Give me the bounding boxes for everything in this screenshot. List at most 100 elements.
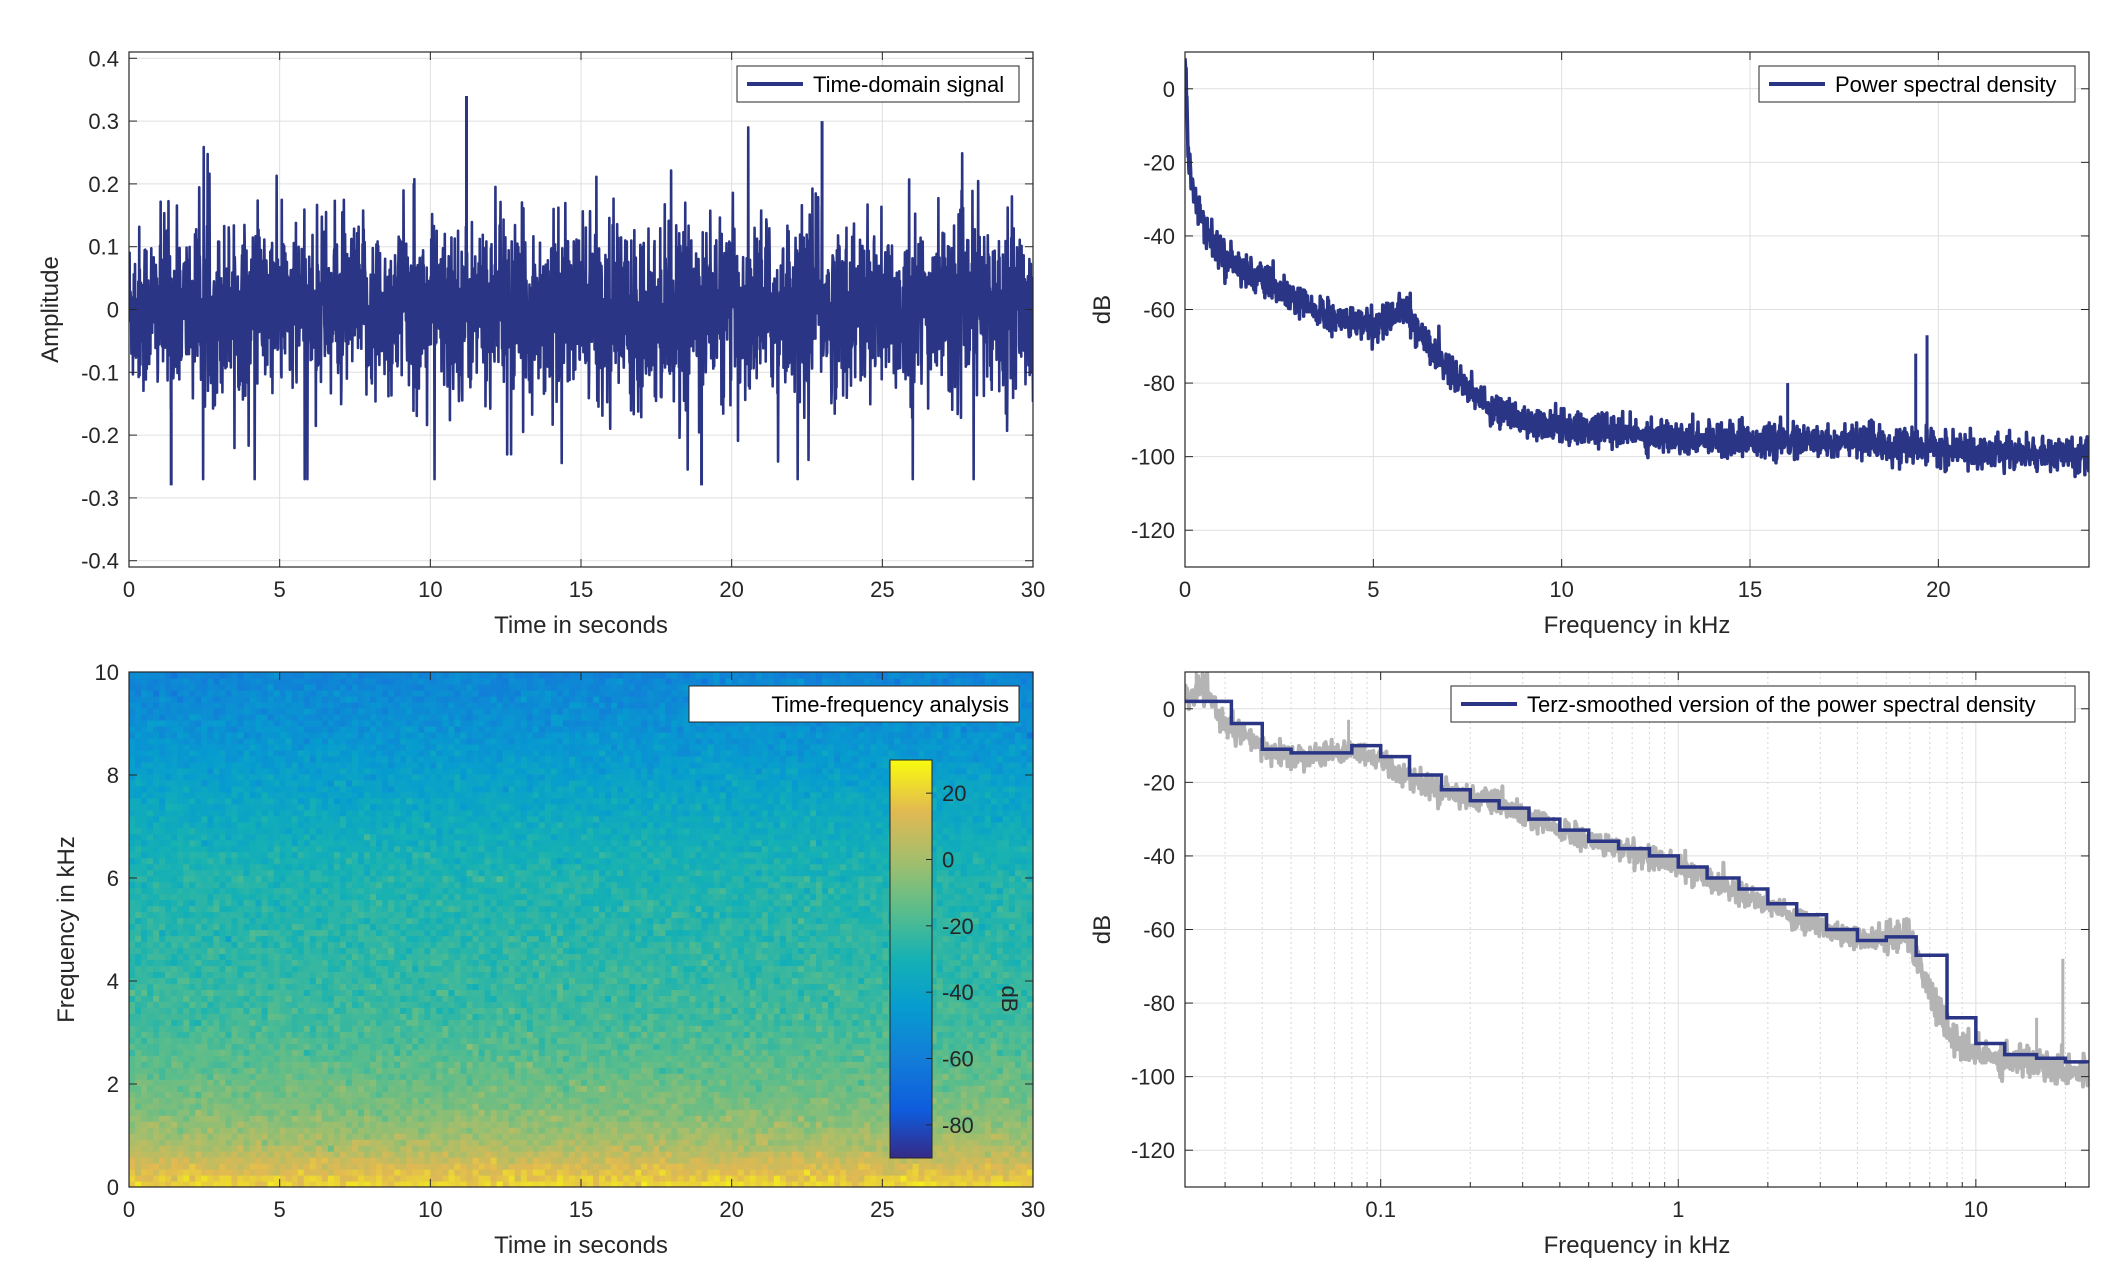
heatmap-cell	[291, 1163, 299, 1170]
heatmap-cell	[942, 1163, 950, 1170]
heatmap-cell	[219, 1175, 227, 1182]
heatmap-cell	[587, 1109, 594, 1116]
heatmap-cell	[201, 1127, 208, 1134]
heatmap-cell	[966, 1061, 974, 1068]
heatmap-cell	[195, 1163, 202, 1170]
heatmap-cell	[665, 1007, 672, 1014]
heatmap-cell	[707, 1109, 715, 1116]
heatmap-cell	[599, 1181, 606, 1188]
heatmap-cell	[472, 1121, 480, 1128]
heatmap-cell	[406, 1025, 413, 1032]
heatmap-cell	[918, 1157, 926, 1164]
heatmap-cell	[834, 1031, 841, 1038]
heatmap-cell	[785, 1043, 793, 1050]
heatmap-cell	[846, 1061, 853, 1068]
heatmap-cell	[749, 1085, 757, 1092]
heatmap-cell	[189, 1097, 196, 1104]
heatmap-cell	[430, 1127, 437, 1134]
heatmap-cell	[574, 1079, 582, 1086]
heatmap-cell	[532, 1091, 540, 1098]
heatmap-cell	[587, 1181, 594, 1188]
heatmap-cell	[189, 1127, 196, 1134]
heatmap-cell	[231, 1169, 239, 1176]
heatmap-cell	[472, 1073, 480, 1080]
heatmap-cell	[364, 1031, 371, 1038]
x-tick-label: 10	[1549, 577, 1573, 602]
heatmap-cell	[339, 1043, 347, 1050]
heatmap-cell	[153, 1103, 160, 1110]
heatmap-cell	[683, 1097, 691, 1104]
heatmap-cell	[526, 1097, 534, 1104]
heatmap-cell	[370, 1043, 377, 1050]
heatmap-cell	[508, 1121, 516, 1128]
heatmap-cell	[834, 1169, 841, 1176]
heatmap-cell	[424, 1115, 431, 1122]
heatmap-cell	[333, 1019, 341, 1026]
heatmap-cell	[448, 1127, 456, 1134]
heatmap-cell	[942, 1133, 950, 1140]
heatmap-cell	[605, 995, 612, 1002]
heatmap-cell	[816, 1121, 823, 1128]
heatmap-cell	[285, 1109, 293, 1116]
heatmap-cell	[165, 1181, 172, 1188]
heatmap-cell	[948, 1103, 956, 1110]
heatmap-cell	[141, 1127, 148, 1134]
heatmap-cell	[791, 1163, 799, 1170]
heatmap-cell	[291, 1001, 299, 1008]
heatmap-cell	[725, 1175, 733, 1182]
heatmap-cell	[984, 1085, 992, 1092]
heatmap-cell	[846, 1139, 853, 1146]
heatmap-cell	[345, 1145, 353, 1152]
heatmap-cell	[954, 1103, 962, 1110]
heatmap-cell	[785, 1019, 793, 1026]
heatmap-cell	[635, 1133, 642, 1140]
heatmap-cell	[418, 1061, 425, 1068]
heatmap-cell	[418, 1043, 425, 1050]
heatmap-cell	[141, 1055, 148, 1062]
heatmap-cell	[472, 1025, 480, 1032]
heatmap-cell	[948, 1181, 956, 1188]
heatmap-cell	[532, 1073, 540, 1080]
heatmap-cell	[189, 1085, 196, 1092]
heatmap-cell	[315, 1121, 323, 1128]
heatmap-cell	[285, 1181, 293, 1188]
heatmap-cell	[448, 1055, 456, 1062]
heatmap-cell	[677, 1049, 685, 1056]
heatmap-cell	[424, 1103, 431, 1110]
heatmap-cell	[996, 1085, 1004, 1092]
heatmap-cell	[544, 1073, 552, 1080]
heatmap-cell	[370, 1073, 377, 1080]
heatmap-cell	[665, 1025, 672, 1032]
heatmap-cell	[677, 1085, 685, 1092]
heatmap-cell	[129, 1079, 136, 1086]
heatmap-cell	[713, 1001, 721, 1008]
heatmap-cell	[418, 1055, 425, 1062]
heatmap-cell	[406, 1133, 413, 1140]
heatmap-cell	[448, 1013, 456, 1020]
heatmap-cell	[177, 1127, 184, 1134]
heatmap-cell	[544, 1127, 552, 1134]
heatmap-cell	[972, 1181, 980, 1188]
heatmap-cell	[520, 1127, 528, 1134]
heatmap-cell	[430, 1151, 437, 1158]
heatmap-cell	[231, 1001, 239, 1008]
heatmap-cell	[442, 1169, 450, 1176]
heatmap-cell	[852, 1049, 859, 1056]
heatmap-cell	[339, 1079, 347, 1086]
heatmap-cell	[822, 1007, 829, 1014]
heatmap-cell	[617, 1169, 624, 1176]
heatmap-cell	[303, 1169, 311, 1176]
heatmap-cell	[647, 1085, 654, 1092]
heatmap-cell	[327, 1097, 335, 1104]
heatmap-cell	[472, 1163, 480, 1170]
heatmap-cell	[171, 1115, 178, 1122]
heatmap-cell	[255, 1163, 263, 1170]
heatmap-cell	[436, 1079, 443, 1086]
heatmap-cell	[508, 1103, 516, 1110]
heatmap-cell	[562, 1127, 570, 1134]
heatmap-cell	[882, 1181, 889, 1188]
heatmap-cell	[954, 1085, 962, 1092]
heatmap-cell	[671, 1103, 679, 1110]
heatmap-cell	[153, 1079, 160, 1086]
heatmap-cell	[231, 1019, 239, 1026]
